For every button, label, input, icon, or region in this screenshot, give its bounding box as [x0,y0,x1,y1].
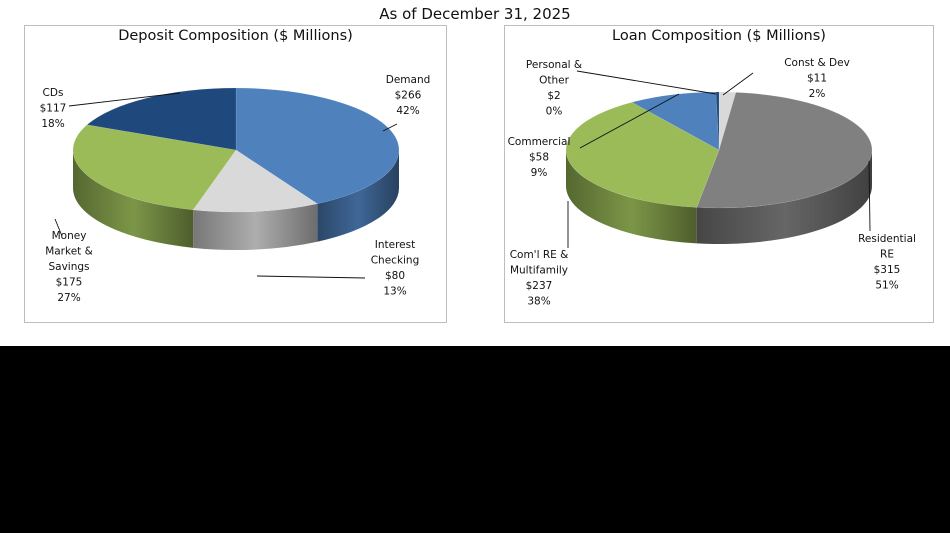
data-label-line: $58 [529,152,549,164]
pie-slice-residential-re [696,92,873,209]
data-label-line: RE [880,249,894,261]
deposit-chart-title: Deposit Composition ($ Millions) [118,28,353,44]
data-label-line: $80 [385,270,405,282]
pie-side-walls [73,150,399,250]
loan-chart-frame: Loan Composition ($ Millions) Const & De… [504,25,934,323]
data-label-line: 2% [809,88,826,100]
data-label-line: $266 [395,90,422,102]
data-label-line: $175 [56,277,83,289]
data-label-line: 51% [875,280,898,292]
pie-slice-personal-other [715,91,720,151]
data-label-line: 9% [531,167,548,179]
data-label-line: $11 [807,73,827,85]
loan-pie-chart: Const & Dev $11 2% Residential RE $315 51% Com'… [508,57,916,308]
leader-line-residential-re [868,160,871,232]
data-label-cds: CDs $117 18% [40,87,67,130]
data-label-demand: Demand $266 42% [386,74,431,117]
leader-line-money-market-savings [54,218,63,237]
deposit-pie-chart: Demand $266 42% Interest Checking $80 13% Money… [40,74,431,304]
pie-slice-cds [86,87,237,151]
data-label-line: Const & Dev [784,57,850,69]
data-label-line: $2 [547,90,560,102]
data-label-line: 13% [383,286,406,298]
blank-black-region [0,346,950,533]
data-label-const-dev: Const & Dev $11 2% [784,57,850,100]
data-label-line: $237 [526,280,553,292]
leader-line-interest-checking [256,275,366,279]
data-label-line: Multifamily [510,265,568,277]
pie-top-faces [72,87,400,213]
data-label-line: 42% [396,105,419,117]
data-label-money-market-savings: Money Market & Savings $175 27% [45,230,93,304]
page-title: As of December 31, 2025 [379,5,571,23]
pie-slice-money-market-savings [72,124,237,211]
data-label-line: Residential [858,233,916,245]
data-label-line: Checking [371,255,420,267]
pie-wall-residential-re [696,150,872,244]
pie-top-faces [565,91,873,209]
data-label-interest-checking: Interest Checking $80 13% [371,239,420,298]
data-label-personal-other: Personal & Other $2 0% [526,59,582,118]
data-label-line: Savings [48,261,89,273]
leader-line-cds [68,92,181,107]
data-label-line: Market & [45,246,93,258]
pie-slice-interest-checking [192,149,319,213]
pie-side-walls [566,150,872,244]
pie-slice-commercial [631,91,720,151]
data-label-residential-re: Residential RE $315 51% [858,233,916,292]
data-label-line: $315 [874,264,901,276]
data-label-line: 27% [57,292,80,304]
data-label-line: Commercial [508,136,571,148]
data-label-line: Com'l RE & [510,249,569,261]
data-label-line: 18% [41,118,64,130]
data-label-line: CDs [43,87,64,99]
pie-wall-com-l-re-multifamily [566,150,697,244]
pie-slice-demand [235,87,400,205]
leader-line-personal-other [576,70,717,95]
loan-chart-title: Loan Composition ($ Millions) [612,28,826,44]
leader-line-commercial [579,93,680,149]
data-label-line: Other [539,75,569,87]
data-label-commercial: Commercial $58 9% [508,136,571,179]
data-label-line: $117 [40,103,67,115]
data-label-line: Interest [375,239,415,251]
data-label-com-l-re-multifamily: Com'l RE & Multifamily $237 38% [510,249,569,308]
pie-wall-interest-checking [193,203,318,250]
pie-wall-money-market-savings [73,150,194,248]
data-label-line: 0% [546,106,563,118]
deposit-chart-frame: Deposit Composition ($ Millions) Demand $… [24,25,447,323]
data-label-line: 38% [527,296,550,308]
leader-line-demand [382,123,398,132]
data-label-line: Personal & [526,59,582,71]
pie-wall-demand [317,150,399,242]
leader-line-const-dev [722,72,754,96]
data-label-line: Money [52,230,87,242]
pie-slice-com-l-re-multifamily [565,101,720,208]
data-label-line: Demand [386,74,431,86]
